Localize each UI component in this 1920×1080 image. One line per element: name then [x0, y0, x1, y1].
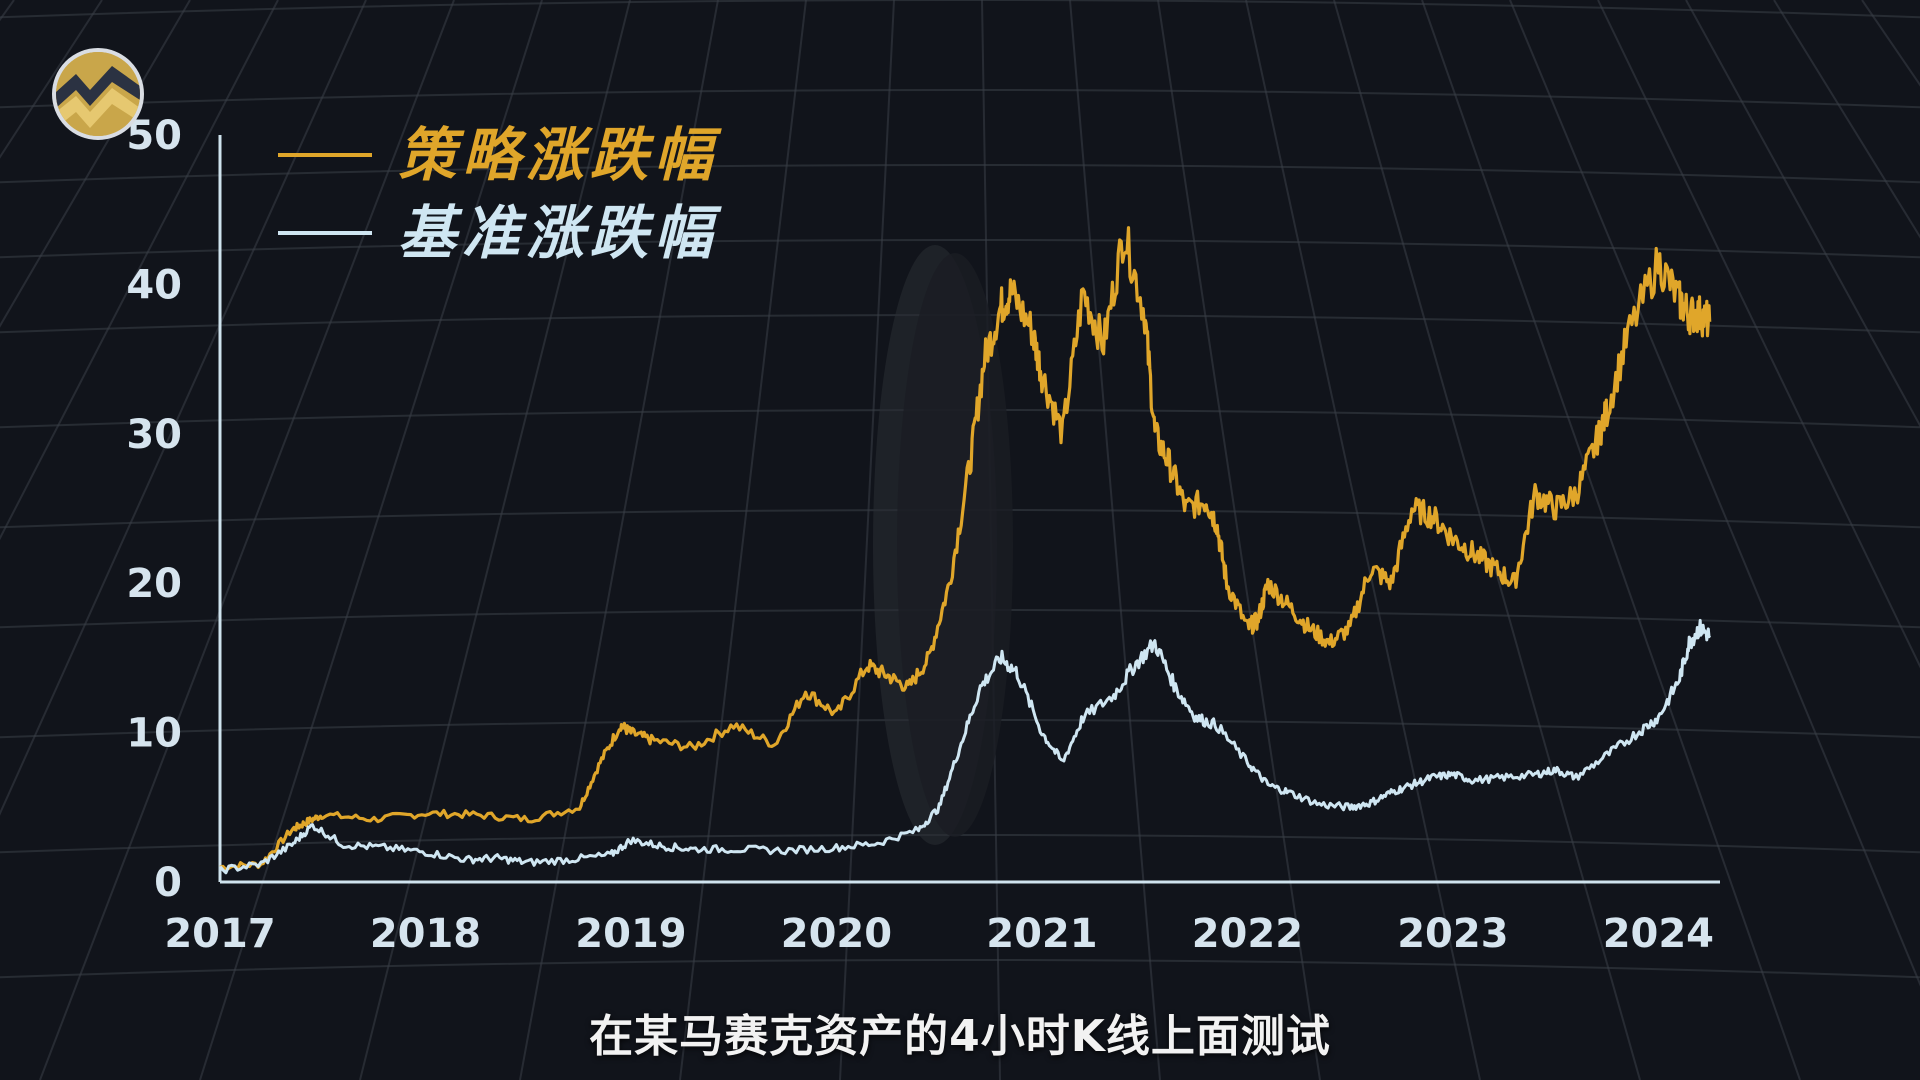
- subtitle-caption: 在某马赛克资产的4小时K线上面测试: [589, 1011, 1331, 1062]
- bg-grid-line: [1421, 0, 1801, 1080]
- legend-label: 策略涨跌幅: [398, 121, 722, 189]
- bg-grid-line: [0, 89, 1920, 109]
- bg-grid-line: [0, 0, 367, 816]
- coin-face: [897, 253, 1013, 837]
- series-line-strategy: [219, 226, 1712, 872]
- x-axis-ticks: 2017 2018 2019 2020 2021 2022 2023 2024: [164, 911, 1714, 957]
- bg-grid-line: [1069, 0, 1161, 1080]
- background-coin-silhouette: [873, 245, 1013, 845]
- zigzag-coin-icon: [52, 48, 144, 140]
- bg-grid-line: [1685, 0, 1920, 428]
- y-tick-label: 0: [154, 860, 182, 906]
- bg-grid-line: [0, 164, 1920, 184]
- bg-grid-line: [0, 239, 1920, 259]
- bg-grid-line: [1509, 0, 1920, 987]
- series-line-benchmark: [218, 618, 1711, 875]
- legend-label: 基准涨跌幅: [398, 199, 722, 267]
- x-tick-label: 2024: [1603, 911, 1714, 957]
- y-axis-ticks: 0 10 20 30 40 50: [126, 113, 182, 906]
- bg-grid-line: [0, 0, 1920, 19]
- bg-grid-line: [1861, 0, 1920, 87]
- bg-grid-line: [839, 0, 895, 1080]
- y-tick-label: 10: [126, 711, 182, 757]
- x-tick-label: 2023: [1397, 911, 1508, 957]
- x-tick-label: 2020: [781, 911, 892, 957]
- bg-grid-line: [679, 0, 807, 1080]
- series-layer: [218, 226, 1712, 875]
- bg-grid-line: [0, 0, 15, 22]
- y-tick-label: 30: [126, 412, 182, 458]
- bg-grid-line: [1245, 0, 1481, 1080]
- bg-grid-line: [1773, 0, 1920, 239]
- bg-grid-line: [0, 959, 1920, 979]
- bg-grid-line: [1333, 0, 1641, 1080]
- bg-grid-line: [1157, 0, 1321, 1080]
- x-tick-label: 2018: [370, 911, 481, 957]
- bg-grid-line: [519, 0, 719, 1080]
- bg-grid-line: [359, 0, 631, 1080]
- x-tick-label: 2017: [164, 911, 275, 957]
- bg-grid-line: [0, 0, 103, 159]
- x-tick-label: 2022: [1192, 911, 1303, 957]
- y-tick-label: 40: [126, 262, 182, 308]
- bg-grid-line: [1597, 0, 1920, 669]
- bg-grid-line: [0, 0, 279, 541]
- y-tick-label: 20: [126, 561, 182, 607]
- bg-grid-line: [0, 0, 191, 328]
- bg-grid-line: [39, 0, 455, 1080]
- x-tick-label: 2019: [575, 911, 686, 957]
- x-tick-label: 2021: [986, 911, 1097, 957]
- y-tick-label: 50: [126, 113, 182, 159]
- bg-grid-line: [199, 0, 543, 1080]
